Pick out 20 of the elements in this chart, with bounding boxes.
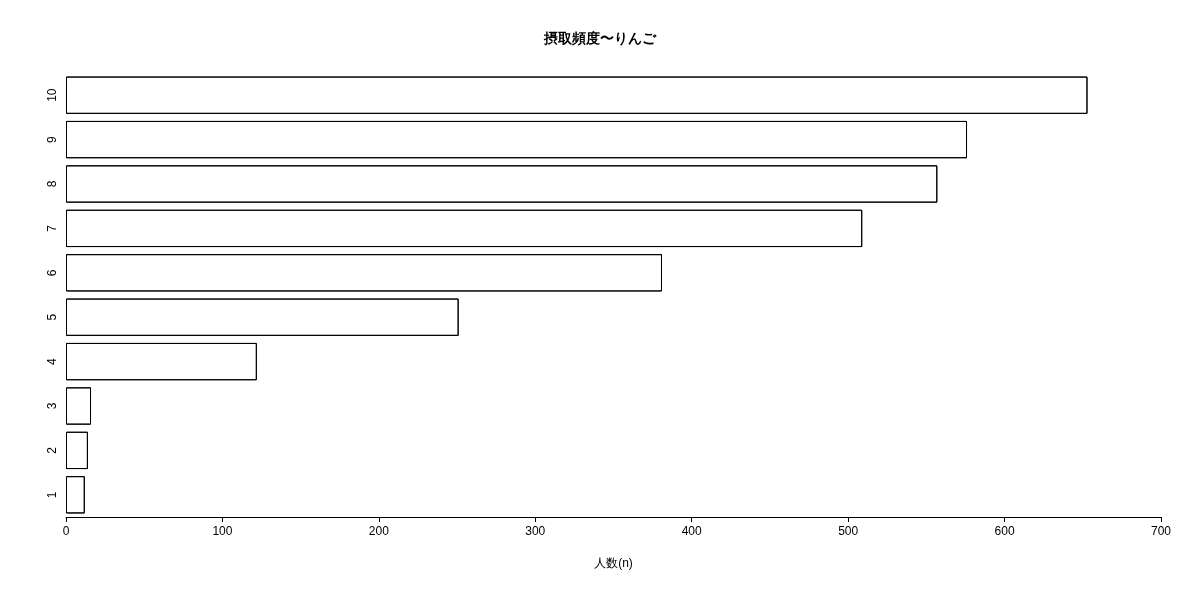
x-tick-label: 0 — [62, 524, 70, 538]
y-tick-label: 5 — [45, 313, 59, 321]
y-tick-label: 2 — [45, 446, 59, 454]
y-tick-label: 4 — [45, 357, 59, 365]
y-tick-label: 7 — [45, 224, 59, 232]
x-tick-label: 300 — [525, 524, 546, 538]
x-tick-label: 600 — [994, 524, 1015, 538]
x-tick-label: 700 — [1150, 524, 1172, 538]
y-tick-label: 10 — [45, 88, 59, 102]
x-tick-label: 500 — [838, 524, 859, 538]
y-tick-label: 1 — [45, 491, 59, 499]
y-tick-label: 8 — [45, 180, 59, 188]
x-axis-title: 人数(n) — [594, 556, 633, 570]
y-tick-label: 9 — [45, 135, 59, 143]
y-tick-label: 3 — [45, 402, 59, 410]
y-tick-label: 6 — [45, 269, 59, 277]
chart-title: 摂取頻度〜りんご — [543, 30, 657, 46]
x-tick-label: 200 — [368, 524, 390, 538]
x-tick-label: 100 — [212, 524, 233, 538]
x-tick-label: 400 — [681, 524, 703, 538]
